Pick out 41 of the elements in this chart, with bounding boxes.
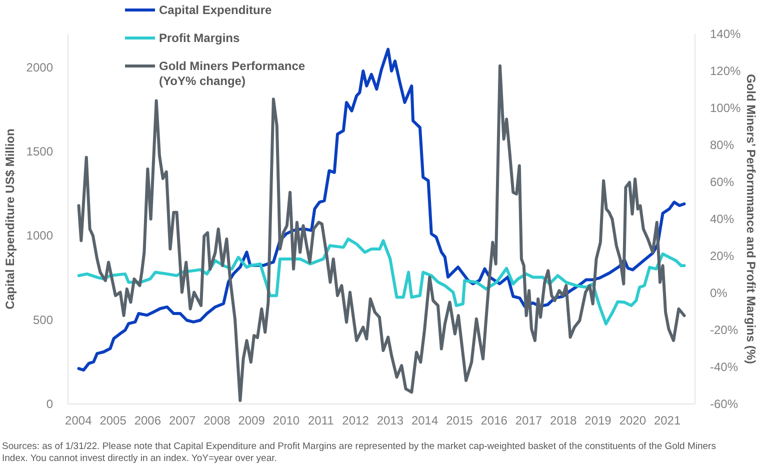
x-tick-label: 2006 <box>134 414 162 428</box>
y2-tick-label: -40% <box>710 360 738 374</box>
x-tick-label: 2015 <box>446 414 474 428</box>
x-tick-label: 2007 <box>168 414 196 428</box>
y2-tick-label: 20% <box>710 248 734 263</box>
y2-tick-label: -60% <box>710 396 738 411</box>
y-axis-title: Capital Expenditure US$ Million <box>3 128 17 310</box>
y-tick-label: 1000 <box>26 228 54 243</box>
source-note: Sources: as of 1/31/22. Please note that Capital Expenditure and Profit Margins are represented by the market cap-weighted basket of the constituents of the Gold Miners Index. You cannot invest directly in an index. YoY=year over year. <box>2 441 716 464</box>
x-tick-label: 2009 <box>238 414 266 428</box>
line-series <box>77 237 686 326</box>
x-tick-label: 2016 <box>480 414 508 428</box>
x-tick-label: 2019 <box>584 414 612 428</box>
x-tick-label: 2018 <box>550 414 578 428</box>
x-tick-label: 2005 <box>100 414 127 428</box>
x-tick-label: 2014 <box>411 414 438 428</box>
y-tick-label: 1500 <box>26 144 54 159</box>
x-tick-label: 2017 <box>515 414 542 428</box>
y2-tick-label: 120% <box>710 64 742 78</box>
y2-tick-label: 100% <box>710 100 742 115</box>
legend-label: Profit Margins <box>159 31 240 45</box>
x-tick-label: 2010 <box>272 414 300 428</box>
y-tick-label: 500 <box>32 312 54 327</box>
y2-tick-label: 60% <box>710 174 734 189</box>
x-tick-label: 2008 <box>204 414 231 428</box>
y-tick-label: 0 <box>46 396 54 411</box>
x-tick-label: 2013 <box>376 414 404 428</box>
y2-axis-title: Gold Miners’ Performmance and Profit Margins (%) <box>744 74 758 364</box>
y2-tick-label: 0% <box>710 286 728 300</box>
y2-tick-label: 80% <box>710 138 734 152</box>
x-tick-label: 2004 <box>65 414 92 428</box>
legend-label: Gold Miners Performance (YoY% change) <box>159 59 306 88</box>
x-tick-label: 2021 <box>654 414 681 428</box>
y2-tick-label: 40% <box>710 212 734 226</box>
x-tick-label: 2020 <box>619 414 646 428</box>
y2-tick-label: -20% <box>710 322 738 337</box>
legend-label: Capital Expenditure <box>159 3 272 17</box>
y2-tick-label: 140% <box>710 26 742 41</box>
x-tick-label: 2011 <box>308 414 334 428</box>
y-tick-label: 2000 <box>26 60 54 74</box>
x-tick-label: 2012 <box>342 414 370 428</box>
